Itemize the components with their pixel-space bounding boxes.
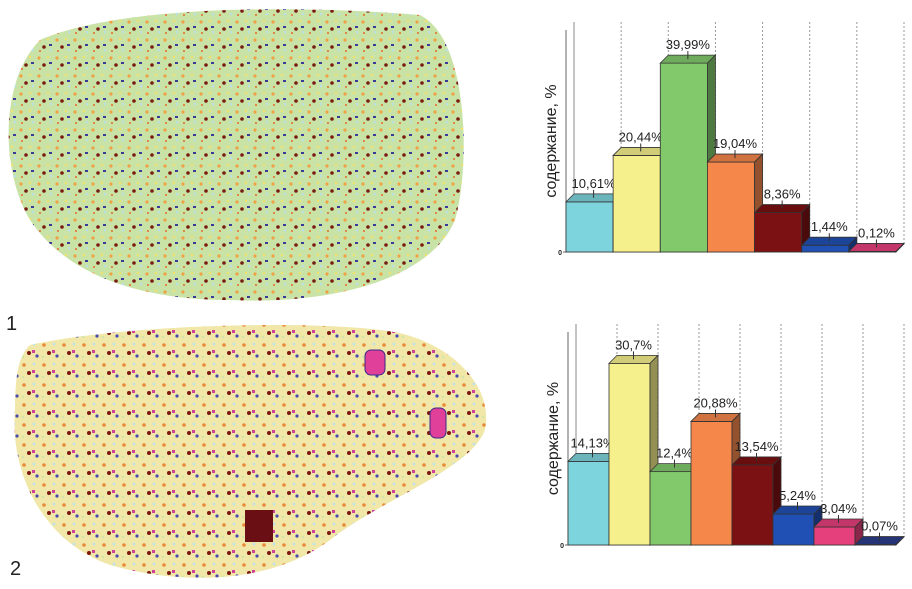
value-label: 14,13%	[570, 435, 615, 450]
bar	[660, 63, 707, 252]
value-label: 8,36%	[764, 187, 801, 202]
bar	[802, 245, 849, 252]
bar	[755, 213, 802, 252]
bar	[707, 162, 754, 252]
sample-image-1	[9, 9, 464, 300]
bar	[568, 461, 609, 545]
bar	[814, 527, 855, 545]
figure-label: 2	[10, 558, 21, 580]
figure-label: 1	[6, 313, 17, 335]
bar	[732, 465, 773, 545]
inclusion	[430, 408, 446, 438]
bar	[691, 421, 732, 545]
value-label: 12,4%	[656, 446, 693, 461]
value-label: 3,04%	[820, 501, 857, 516]
inclusion	[245, 510, 273, 542]
figure: 1 2 0 содержание, % 10,61% 20,44% 39,99% 19,0…	[0, 0, 912, 589]
y-axis-label: содержание, %	[543, 84, 560, 197]
bar	[566, 202, 613, 252]
value-label: 10,61%	[572, 176, 617, 191]
value-label: 30,7%	[615, 337, 652, 352]
y-tick-label: 0	[558, 250, 562, 257]
value-label: 13,54%	[734, 439, 779, 454]
value-label: 39,99%	[666, 37, 711, 52]
value-label: 0,07%	[861, 519, 898, 534]
bar	[773, 514, 814, 545]
value-label: 20,44%	[619, 129, 664, 144]
y-tick-label: 0	[560, 543, 564, 550]
bar	[650, 472, 691, 545]
value-label: 19,04%	[713, 136, 758, 151]
y-axis-label: содержание, %	[545, 382, 562, 495]
value-label: 0,12%	[858, 225, 895, 240]
inclusion	[365, 350, 385, 375]
value-label: 5,24%	[779, 488, 816, 503]
bar	[613, 155, 660, 252]
value-label: 20,88%	[693, 395, 738, 410]
bar	[609, 363, 650, 545]
value-label: 1,44%	[811, 219, 848, 234]
